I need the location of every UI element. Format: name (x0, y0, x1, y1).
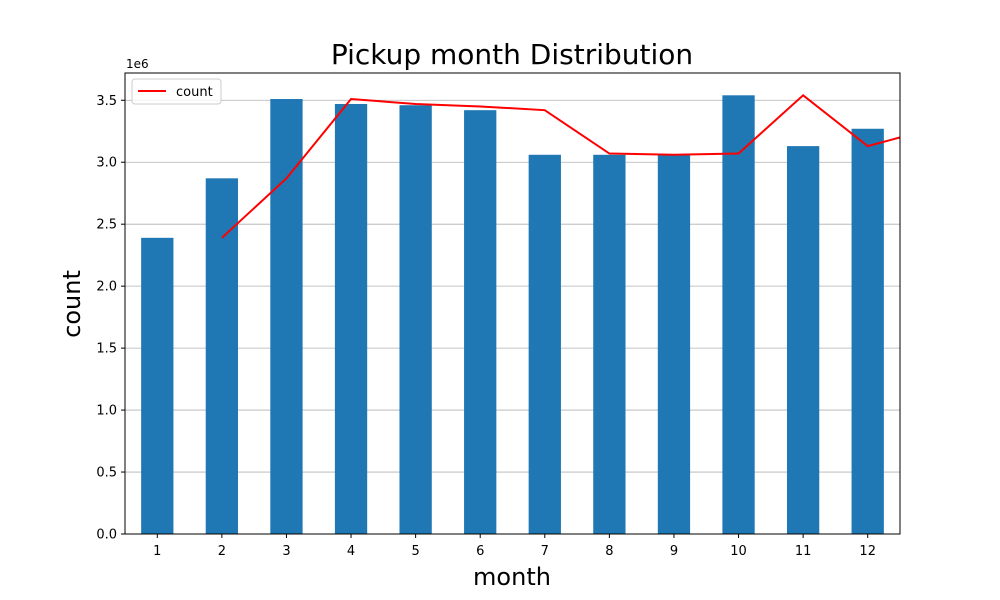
x-tick-label: 2 (218, 544, 226, 559)
bar (786, 146, 820, 534)
plot-frame (124, 72, 901, 535)
bar (528, 154, 561, 534)
bar (334, 103, 368, 534)
x-tick-label: 4 (347, 544, 355, 559)
bar (270, 99, 303, 534)
line-series-layer (221, 94, 900, 239)
bar (851, 128, 884, 535)
bar (205, 178, 239, 534)
legend-label: count (176, 85, 213, 100)
bar (399, 105, 432, 534)
y-axis-label: count (58, 270, 86, 338)
x-tick-label: 11 (795, 544, 812, 559)
x-tick-label: 1 (153, 544, 161, 559)
x-tick-label: 5 (411, 544, 419, 559)
y-tick-label: 2.0 (96, 280, 117, 295)
x-tick-label: 10 (730, 544, 747, 559)
y-tick-label: 0.0 (96, 528, 117, 543)
x-tick-label: 6 (476, 544, 484, 559)
chart-title: Pickup month Distribution (331, 38, 693, 71)
bar (657, 154, 691, 534)
x-tick-label: 12 (859, 544, 876, 559)
bar (464, 110, 497, 534)
x-tick-label: 9 (670, 544, 678, 559)
x-tick-label: 8 (605, 544, 613, 559)
x-axis-label: month (473, 563, 551, 591)
x-tick-label: 7 (541, 544, 549, 559)
y-tick-label: 1.5 (96, 342, 117, 357)
x-axis: 1 2 3 4 5 6 7 8 9 10 11 12 (153, 534, 876, 559)
gridlines (125, 99, 900, 535)
y-axis: 0.0 0.5 1.0 1.5 2.0 2.5 3.0 3.5 (96, 94, 125, 543)
bar (722, 95, 755, 534)
bars (141, 95, 884, 535)
legend: count (131, 78, 222, 105)
legend-box (131, 78, 222, 105)
y-offset-label: 1e6 (126, 57, 149, 71)
bar (593, 154, 626, 534)
bar (141, 237, 174, 534)
y-tick-label: 3.0 (96, 156, 117, 171)
y-tick-label: 1.0 (96, 404, 117, 419)
y-tick-label: 3.5 (96, 94, 117, 109)
y-tick-label: 0.5 (96, 466, 117, 481)
y-tick-label: 2.5 (96, 218, 117, 233)
line-series-count (221, 94, 900, 239)
x-tick-label: 3 (282, 544, 290, 559)
